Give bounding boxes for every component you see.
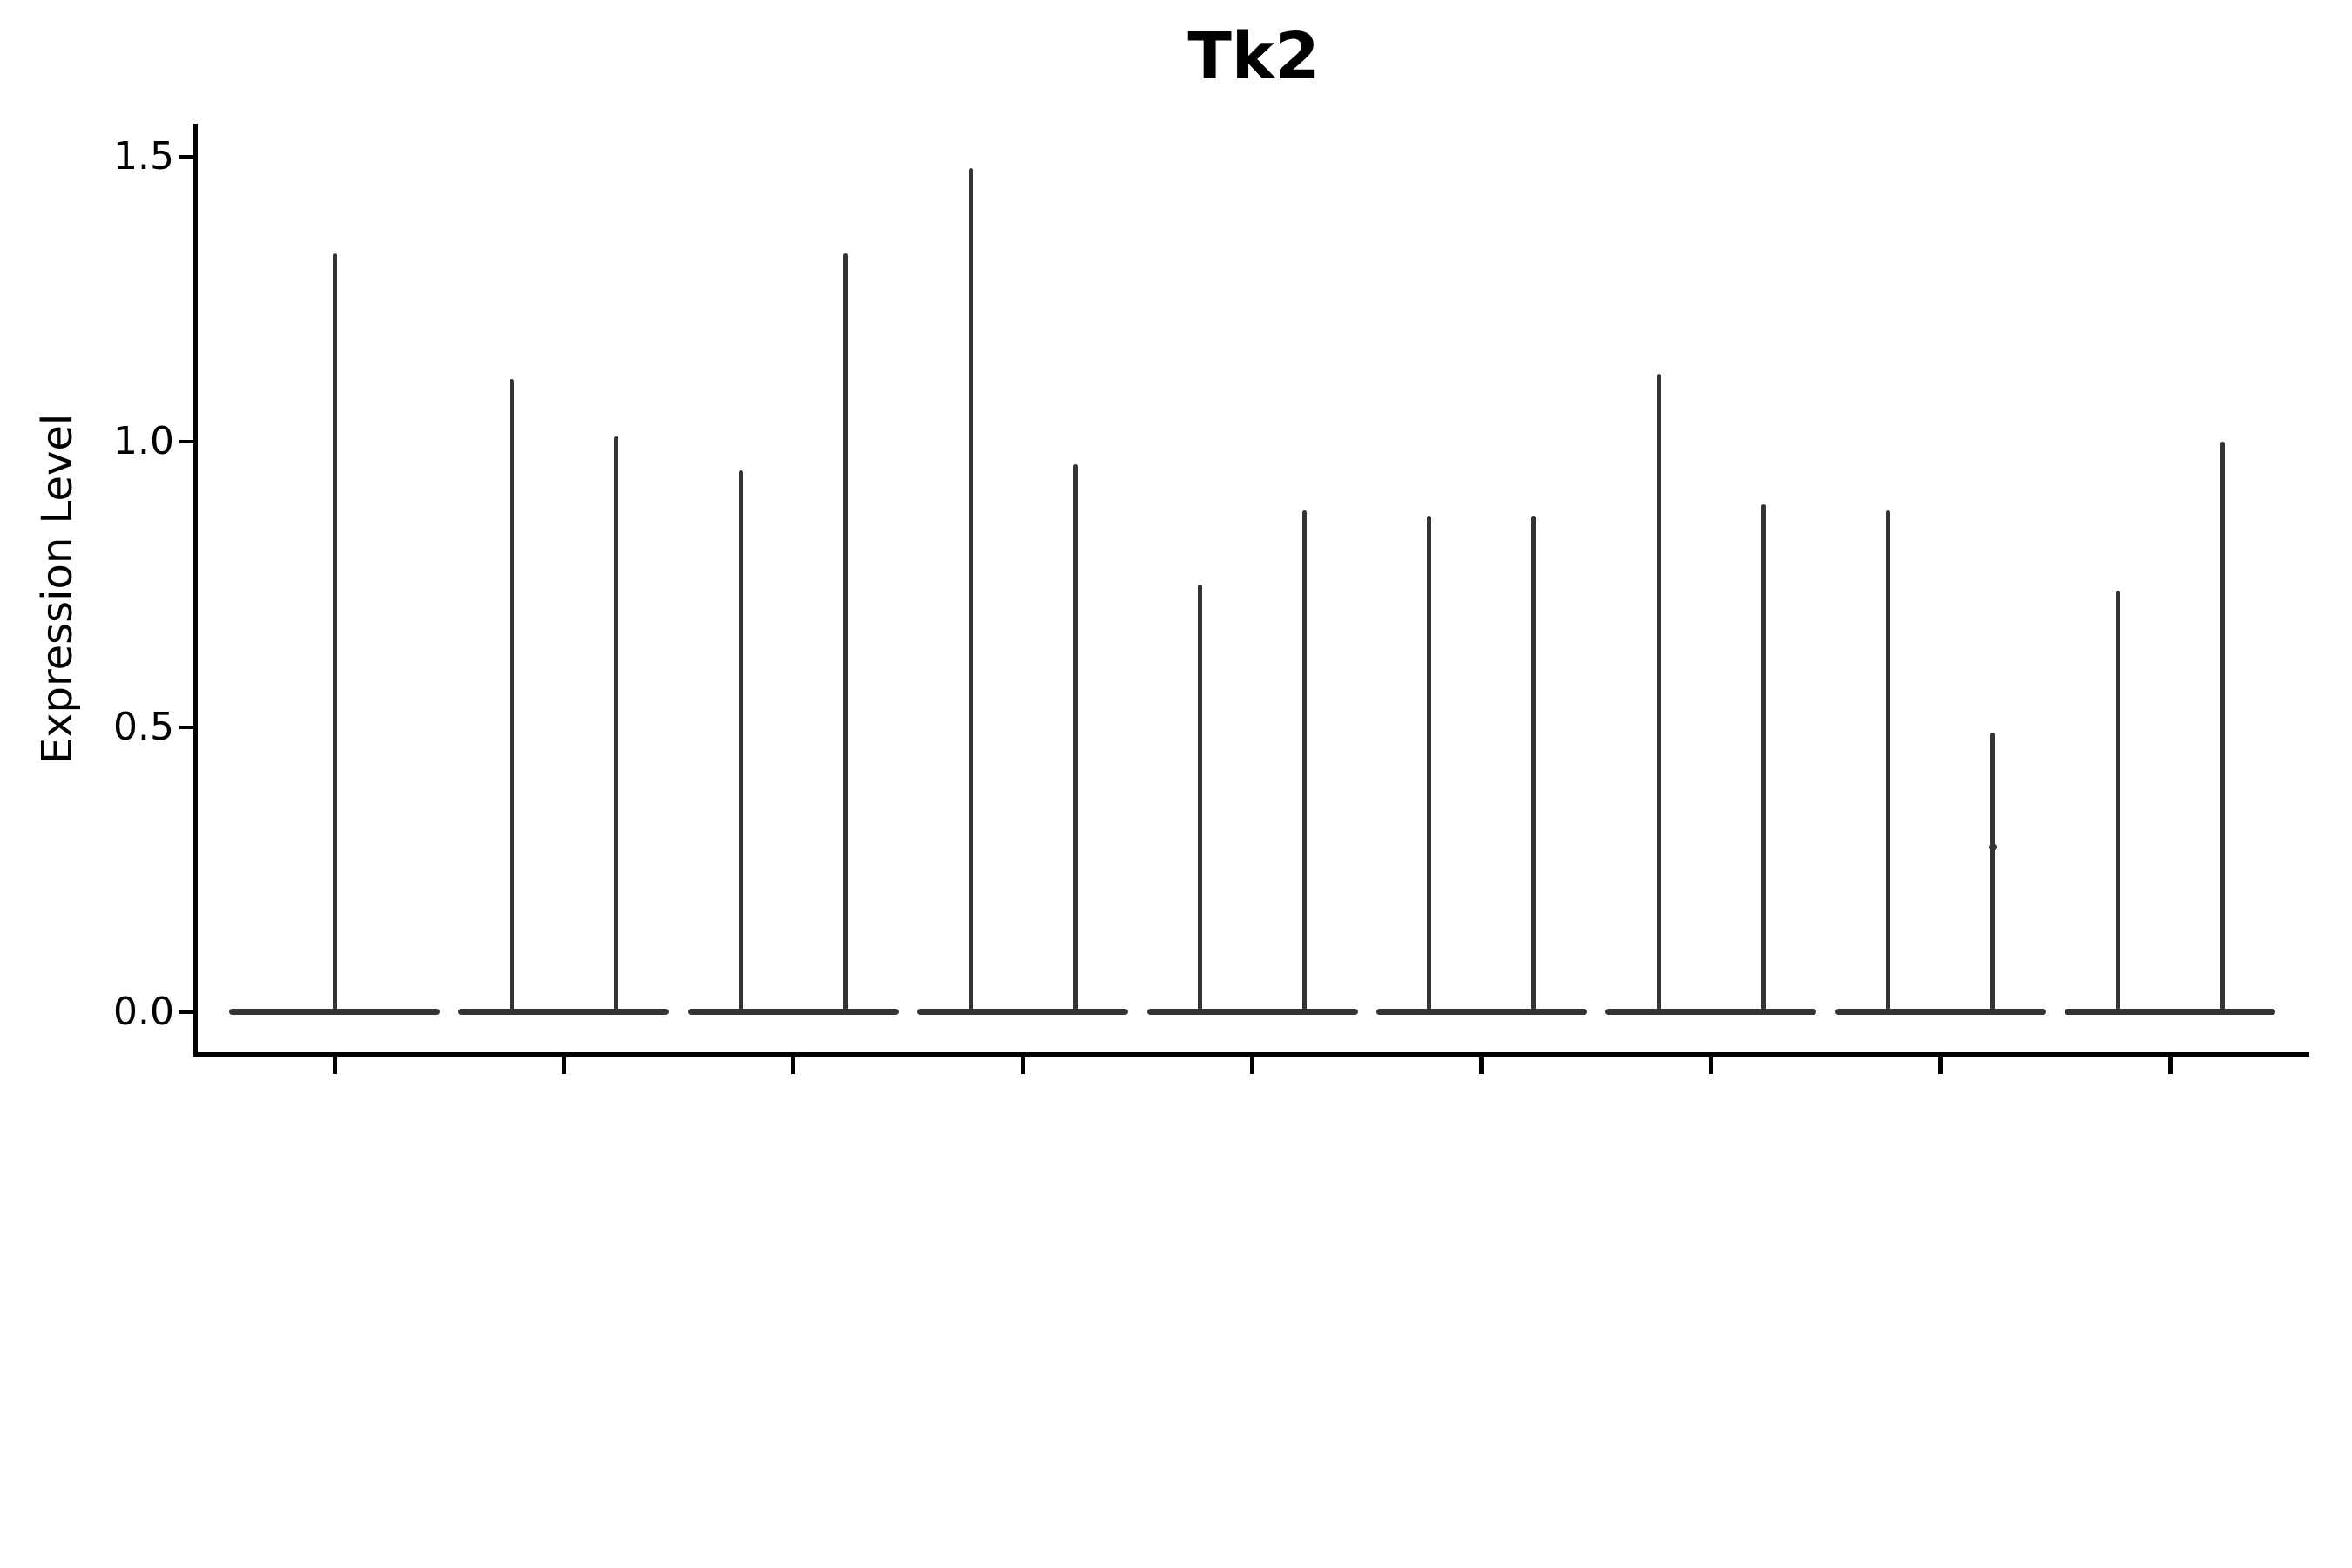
y-tick-label: 0.5 bbox=[113, 704, 174, 749]
violin-spike bbox=[1072, 464, 1078, 1014]
violin-spike bbox=[968, 168, 973, 1014]
y-tick-mark bbox=[179, 154, 193, 159]
chart-title: Tk2 bbox=[1187, 19, 1320, 94]
violin-body bbox=[2065, 1009, 2276, 1015]
violin-spike bbox=[739, 470, 744, 1014]
violin-spike bbox=[1198, 584, 1203, 1014]
violin-body bbox=[687, 1009, 899, 1015]
violin-body bbox=[1835, 1009, 2046, 1015]
violin-spike bbox=[1302, 510, 1308, 1014]
y-tick-mark bbox=[179, 440, 193, 444]
violin-body bbox=[917, 1009, 1129, 1015]
violin-body bbox=[1146, 1009, 1358, 1015]
violin-body bbox=[1605, 1009, 1817, 1015]
violin-spike bbox=[613, 436, 618, 1014]
x-tick-mark bbox=[1479, 1054, 1484, 1074]
x-tick-mark bbox=[791, 1054, 796, 1074]
x-tick-mark bbox=[561, 1054, 566, 1074]
violin-spike bbox=[332, 253, 337, 1014]
violin-body bbox=[458, 1009, 670, 1015]
y-axis-spine bbox=[193, 124, 198, 1056]
x-tick-mark bbox=[1020, 1054, 1025, 1074]
violin-spike bbox=[1656, 373, 1661, 1014]
data-point bbox=[1989, 842, 1997, 851]
violin-spike bbox=[2115, 590, 2120, 1014]
violin-spike bbox=[1427, 516, 1432, 1014]
violin-spike bbox=[1990, 733, 1996, 1014]
violin-spike bbox=[1531, 516, 1537, 1014]
violin-spike bbox=[2220, 442, 2225, 1014]
violin-spike bbox=[509, 379, 514, 1014]
x-tick-mark bbox=[1250, 1054, 1255, 1074]
x-tick-mark bbox=[2167, 1054, 2173, 1074]
y-tick-mark bbox=[179, 1010, 193, 1014]
y-tick-mark bbox=[179, 725, 193, 729]
violin-body bbox=[1375, 1009, 1587, 1015]
violin-spike bbox=[1761, 504, 1766, 1014]
x-tick-mark bbox=[1938, 1054, 1943, 1074]
y-tick-label: 1.5 bbox=[113, 133, 174, 179]
y-tick-label: 0.0 bbox=[113, 990, 174, 1034]
x-tick-mark bbox=[332, 1054, 337, 1074]
violin-spike bbox=[843, 253, 848, 1014]
y-tick-label: 1.0 bbox=[113, 419, 174, 464]
violin-spike bbox=[1886, 510, 1891, 1014]
x-tick-mark bbox=[1708, 1054, 1713, 1074]
